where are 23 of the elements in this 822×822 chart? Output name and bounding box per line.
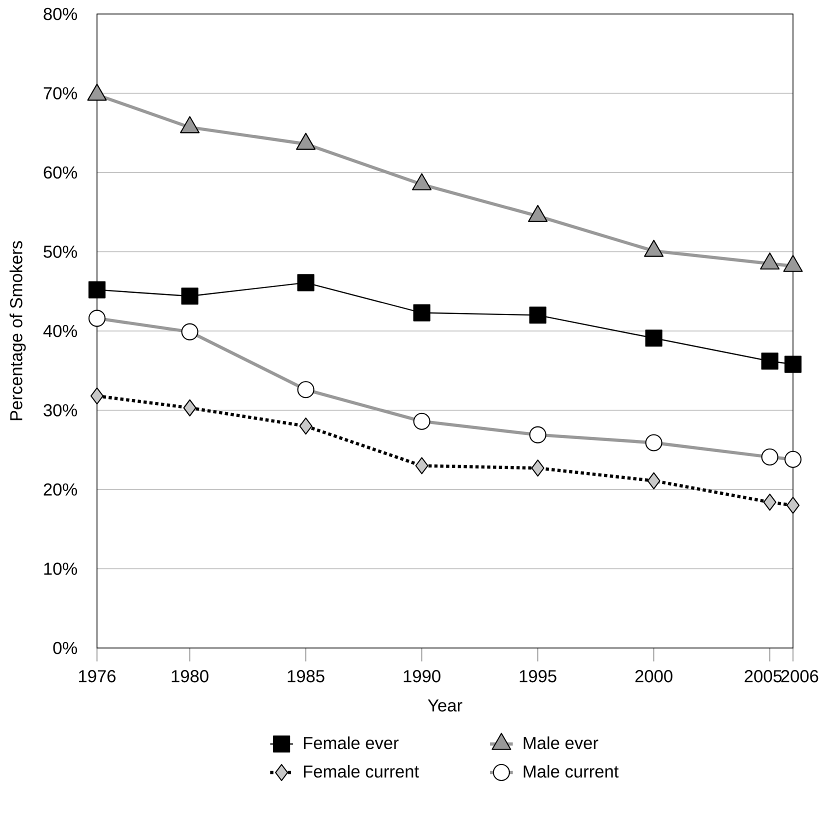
x-tick-label: 2006	[781, 670, 818, 682]
y-tick-label: 40%	[43, 324, 78, 338]
x-tick-label: 1980	[172, 670, 208, 682]
legend-label: Female current	[304, 764, 419, 778]
legend-label: Male ever	[524, 736, 598, 750]
y-tick-label: 60%	[44, 166, 78, 179]
x-axis-title: Year	[428, 699, 462, 712]
y-tick-label: 20%	[44, 483, 78, 496]
y-tick-label: 30%	[44, 404, 78, 416]
legend-label: Female ever	[304, 736, 399, 750]
x-tick-label: 2000	[635, 670, 672, 682]
x-tick-label: 1985	[288, 670, 324, 682]
y-tick-label: 70%	[44, 87, 78, 100]
x-tick-label: 2005	[744, 670, 782, 682]
y-axis-title: Percentage of Smokers	[10, 241, 26, 420]
x-tick-label: 1995	[520, 670, 556, 682]
y-tick-label: 50%	[44, 246, 78, 258]
x-tick-label: 1976	[79, 670, 116, 682]
legend-label: Male current	[524, 764, 619, 778]
y-tick-label: 0%	[53, 642, 78, 654]
y-tick-label: 10%	[44, 562, 78, 575]
x-tick-label: 1990	[404, 670, 440, 682]
y-tick-label: 80%	[44, 8, 78, 20]
